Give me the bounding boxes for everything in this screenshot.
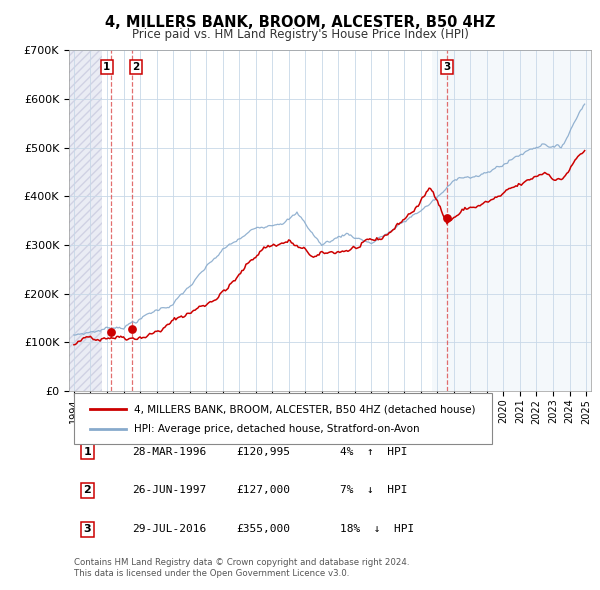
Text: 26-JUN-1997: 26-JUN-1997 (131, 486, 206, 496)
Text: 4, MILLERS BANK, BROOM, ALCESTER, B50 4HZ (detached house): 4, MILLERS BANK, BROOM, ALCESTER, B50 4H… (134, 404, 476, 414)
Text: 3: 3 (443, 62, 451, 72)
Bar (69, 50, 102, 391)
Text: 1: 1 (103, 62, 110, 72)
Text: This data is licensed under the Open Government Licence v3.0.: This data is licensed under the Open Gov… (74, 569, 350, 578)
Text: Contains HM Land Registry data © Crown copyright and database right 2024.: Contains HM Land Registry data © Crown c… (74, 558, 410, 567)
Text: 2: 2 (132, 62, 139, 72)
Text: 3: 3 (83, 524, 91, 534)
Text: £355,000: £355,000 (236, 524, 290, 534)
Text: £127,000: £127,000 (236, 486, 290, 496)
Text: 29-JUL-2016: 29-JUL-2016 (131, 524, 206, 534)
Bar (433, 50, 595, 391)
Text: £120,995: £120,995 (236, 447, 290, 457)
Text: 7%  ↓  HPI: 7% ↓ HPI (340, 486, 408, 496)
Bar (69, 50, 102, 391)
Text: 4%  ↑  HPI: 4% ↑ HPI (340, 447, 408, 457)
Point (442, 214, 452, 223)
Text: 28-MAR-1996: 28-MAR-1996 (131, 447, 206, 457)
Text: HPI: Average price, detached house, Stratford-on-Avon: HPI: Average price, detached house, Stra… (134, 424, 420, 434)
Point (106, 327, 116, 337)
Text: 1: 1 (83, 447, 91, 457)
Text: 2: 2 (83, 486, 91, 496)
Point (127, 324, 136, 334)
Text: Price paid vs. HM Land Registry's House Price Index (HPI): Price paid vs. HM Land Registry's House … (131, 28, 469, 41)
Text: 18%  ↓  HPI: 18% ↓ HPI (340, 524, 415, 534)
FancyBboxPatch shape (74, 393, 492, 444)
Text: 4, MILLERS BANK, BROOM, ALCESTER, B50 4HZ: 4, MILLERS BANK, BROOM, ALCESTER, B50 4H… (105, 15, 495, 30)
